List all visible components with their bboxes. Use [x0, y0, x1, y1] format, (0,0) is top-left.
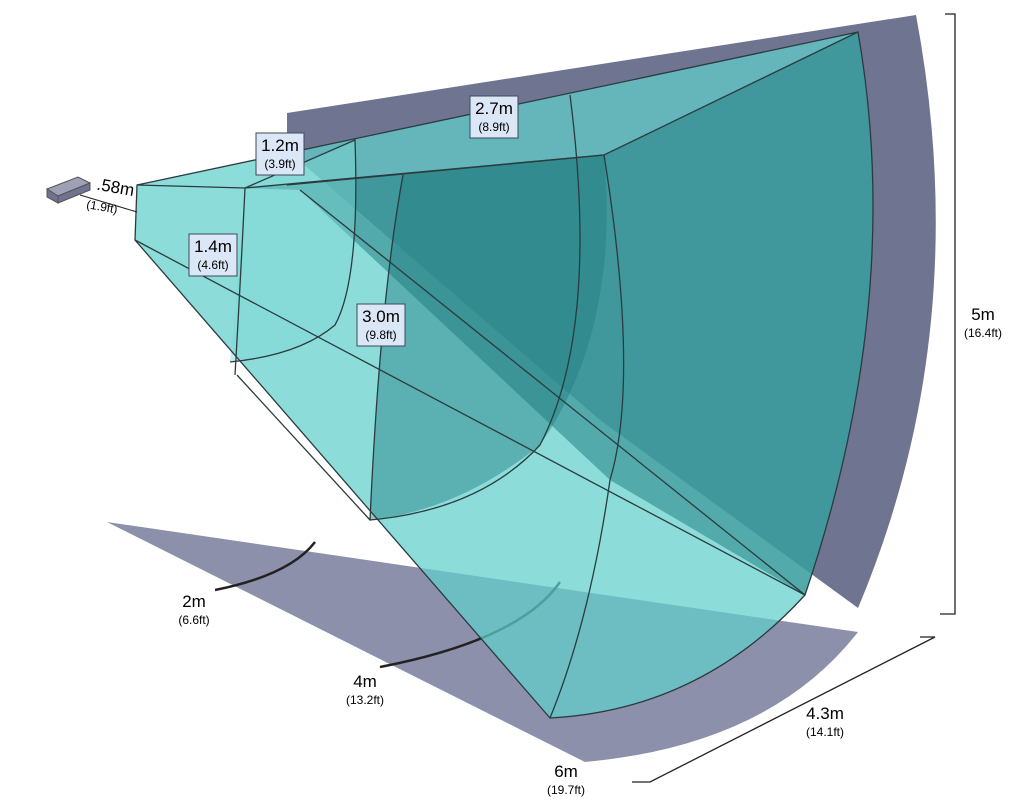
label-imperial: (13.2ft) — [346, 693, 384, 707]
label-imperial: (6.6ft) — [178, 613, 209, 627]
label-imperial: (14.1ft) — [806, 725, 844, 739]
zone-edges — [134, 31, 874, 719]
label-metric: 1.4m — [194, 237, 232, 256]
label-metric: 4.3m — [806, 704, 844, 723]
label-metric: 5m — [971, 305, 995, 324]
boxed-label: 2.7m (8.9ft) — [469, 95, 519, 139]
boxed-label: 1.2m (3.9ft) — [255, 132, 305, 176]
label-metric: 1.2m — [261, 136, 299, 155]
floor — [107, 522, 858, 762]
label-imperial: (4.6ft) — [197, 258, 228, 272]
boxed-label: 1.4m (4.6ft) — [188, 233, 238, 277]
boxed-label: 3.0m (9.8ft) — [356, 303, 406, 347]
height-ruler — [940, 13, 956, 615]
label-metric: 4m — [353, 672, 377, 691]
label-metric: 3.0m — [362, 307, 400, 326]
width-ruler — [632, 636, 936, 783]
plain-label: .58m (1.9ft) — [85, 175, 136, 217]
sensor — [46, 182, 91, 204]
label-imperial: (9.8ft) — [365, 328, 396, 342]
label-metric: 2.7m — [475, 99, 513, 118]
label-imperial: (1.9ft) — [85, 197, 118, 216]
label-metric: .58m — [95, 175, 136, 200]
label-imperial: (19.7ft) — [547, 783, 585, 797]
zone-upper — [245, 32, 874, 595]
label-metric: 6m — [554, 762, 578, 781]
label-imperial: (3.9ft) — [264, 157, 295, 171]
label-imperial: (8.9ft) — [478, 120, 509, 134]
label-imperial: (16.4ft) — [964, 326, 1002, 340]
floor-arc — [214, 541, 316, 592]
leader-line — [79, 194, 138, 213]
label-metric: 2m — [182, 592, 206, 611]
